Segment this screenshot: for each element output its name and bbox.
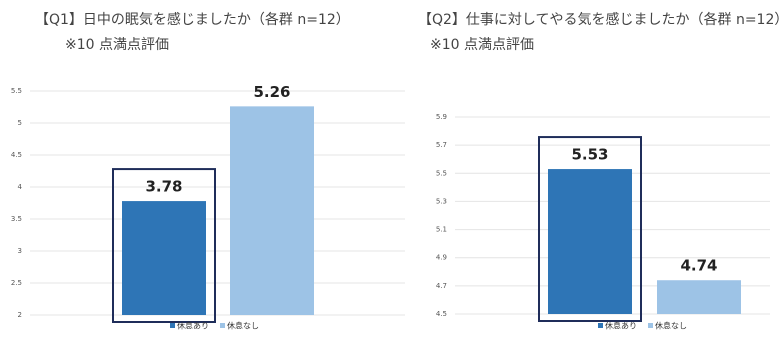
- y-tick-label: 5.1: [436, 226, 447, 234]
- y-tick-label: 2: [18, 311, 22, 319]
- legend-label: 休息あり: [177, 321, 209, 331]
- bar: [122, 201, 206, 315]
- bar: [230, 106, 314, 315]
- chart-subtitle: ※10 点満点評価: [65, 37, 169, 53]
- y-tick-label: 4: [18, 183, 23, 191]
- legend-swatch: [170, 323, 175, 328]
- y-tick-label: 5.3: [436, 197, 447, 205]
- legend-label: 休息あり: [605, 321, 637, 331]
- bar: [548, 169, 632, 314]
- y-tick-label: 5.7: [436, 141, 447, 149]
- data-label: 4.74: [680, 257, 717, 275]
- highlight-box: [538, 136, 642, 322]
- chart-title: 【Q1】日中の眠気を感じましたか（各群 n=12）: [35, 11, 350, 28]
- legend-label: 休息なし: [227, 321, 259, 331]
- data-label: 5.53: [571, 146, 608, 164]
- y-tick-label: 5.5: [436, 169, 447, 177]
- chart-subtitle: ※10 点満点評価: [430, 37, 534, 53]
- data-label: 3.78: [145, 178, 182, 196]
- legend-swatch: [648, 323, 653, 328]
- bar: [657, 280, 741, 314]
- data-label: 5.26: [253, 83, 290, 101]
- y-tick-label: 4.7: [436, 282, 447, 290]
- legend-swatch: [220, 323, 225, 328]
- y-tick-label: 5: [18, 119, 22, 127]
- chart-title: 【Q2】仕事に対してやる気を感じましたか（各群 n=12）: [418, 11, 784, 28]
- y-tick-label: 5.5: [11, 87, 22, 95]
- highlight-box: [112, 168, 216, 323]
- y-tick-label: 4.5: [11, 151, 22, 159]
- y-tick-label: 3: [18, 247, 22, 255]
- y-tick-label: 4.9: [436, 254, 447, 262]
- legend-swatch: [598, 323, 603, 328]
- y-tick-label: 4.5: [436, 310, 447, 318]
- y-tick-label: 5.9: [436, 113, 447, 121]
- y-tick-label: 2.5: [11, 279, 22, 287]
- y-tick-label: 3.5: [11, 215, 22, 223]
- legend-label: 休息なし: [655, 321, 687, 331]
